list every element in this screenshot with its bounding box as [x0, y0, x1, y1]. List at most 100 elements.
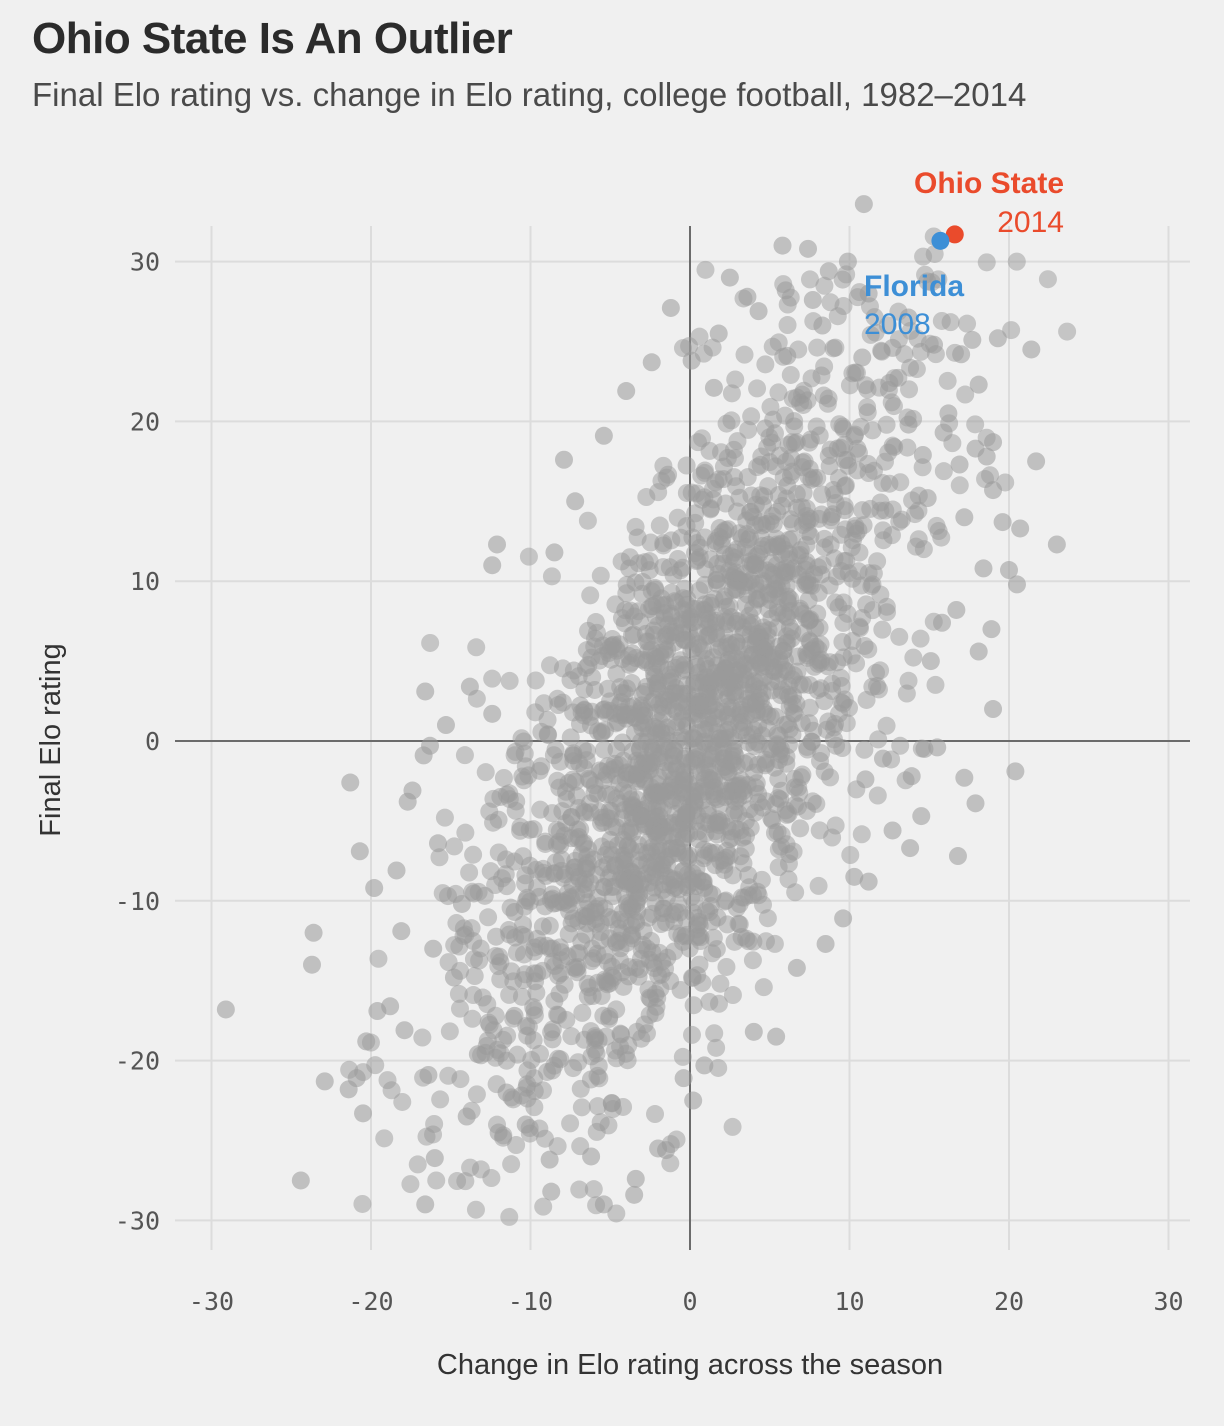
data-point — [695, 461, 714, 480]
data-point — [639, 726, 658, 745]
data-point — [353, 1194, 372, 1213]
data-point — [665, 912, 684, 931]
data-point — [721, 547, 740, 566]
data-point — [540, 916, 559, 935]
data-point — [777, 747, 796, 766]
data-point — [718, 634, 737, 653]
data-point — [515, 927, 534, 946]
data-point — [932, 528, 951, 547]
data-point — [585, 629, 604, 648]
data-point — [483, 704, 502, 723]
data-point — [581, 1022, 600, 1041]
data-point — [977, 447, 996, 466]
data-point — [734, 289, 753, 308]
data-point — [615, 846, 634, 865]
data-point — [716, 494, 735, 513]
data-point — [595, 700, 614, 719]
data-point — [623, 925, 642, 944]
data-point — [673, 710, 692, 729]
data-point — [827, 567, 846, 586]
data-point — [660, 558, 679, 577]
data-point — [977, 428, 996, 447]
data-point — [692, 490, 711, 509]
data-point — [728, 432, 747, 451]
data-point — [779, 870, 798, 889]
data-point — [562, 1027, 581, 1046]
data-point — [787, 498, 806, 517]
data-point — [801, 430, 820, 449]
data-point — [657, 782, 676, 801]
data-point — [842, 646, 861, 665]
data-point — [830, 704, 849, 723]
data-point — [828, 307, 847, 326]
data-point — [462, 1101, 481, 1120]
data-point — [815, 357, 834, 376]
data-point — [395, 1021, 414, 1040]
data-point — [878, 316, 897, 335]
data-point — [728, 581, 747, 600]
data-point — [872, 341, 891, 360]
data-point — [766, 707, 785, 726]
data-point — [361, 1033, 380, 1052]
data-point — [859, 872, 878, 891]
data-point — [500, 985, 519, 1004]
data-point — [487, 1075, 506, 1094]
data-point — [479, 908, 498, 927]
data-point — [1027, 452, 1046, 471]
data-point — [911, 629, 930, 648]
data-point — [572, 1098, 591, 1117]
data-point — [685, 893, 704, 912]
data-point — [519, 547, 538, 566]
data-point — [650, 712, 669, 731]
data-point — [421, 633, 440, 652]
data-point — [607, 1204, 626, 1223]
data-point — [1000, 561, 1018, 580]
data-point — [674, 1069, 693, 1088]
data-points — [216, 195, 1077, 1226]
data-point — [550, 778, 569, 797]
data-point — [835, 435, 854, 454]
data-point — [566, 492, 585, 511]
data-point — [494, 1126, 513, 1145]
data-point — [518, 1075, 537, 1094]
data-point — [584, 850, 603, 869]
data-point — [832, 525, 851, 544]
data-point — [542, 567, 561, 586]
data-point — [472, 1046, 491, 1065]
data-point — [413, 1028, 432, 1047]
data-point — [536, 834, 555, 853]
data-point — [548, 1137, 567, 1156]
data-point — [731, 721, 750, 740]
data-point — [996, 473, 1015, 492]
annotation-florida-name: Florida — [864, 270, 964, 303]
data-point — [672, 926, 691, 945]
data-point — [635, 553, 654, 572]
data-point — [696, 260, 715, 279]
data-point — [879, 443, 898, 462]
data-point — [1007, 252, 1026, 271]
data-point — [943, 434, 962, 453]
data-point — [734, 665, 753, 684]
data-point — [626, 517, 645, 536]
data-point — [716, 678, 735, 697]
data-point — [889, 302, 908, 321]
data-point — [392, 922, 411, 941]
data-point — [781, 466, 800, 485]
data-point — [677, 804, 696, 823]
data-point — [895, 345, 914, 364]
y-tick-label: -20 — [115, 1047, 160, 1076]
data-point — [414, 746, 433, 765]
data-point — [626, 1169, 645, 1188]
data-point — [625, 723, 644, 742]
data-point — [898, 438, 917, 457]
data-point — [695, 1056, 714, 1075]
data-point — [801, 527, 820, 546]
data-point — [717, 760, 736, 779]
data-point — [988, 329, 1007, 348]
annotation-florida-year: 2008 — [864, 308, 931, 341]
data-point — [456, 1172, 475, 1191]
data-point — [594, 426, 613, 445]
data-point — [340, 1060, 359, 1079]
data-point — [751, 672, 770, 691]
data-point — [662, 583, 681, 602]
